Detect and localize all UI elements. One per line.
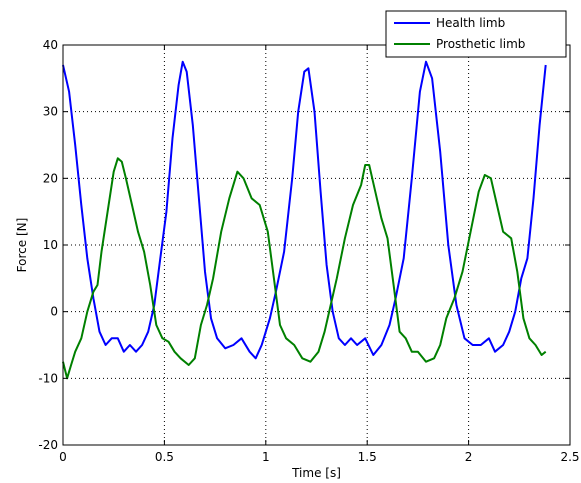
legend: Health limb Prosthetic limb	[385, 10, 567, 58]
legend-label-health-limb: Health limb	[436, 16, 505, 30]
x-tick-label: 2.5	[560, 450, 579, 464]
x-axis-label: Time [s]	[291, 466, 341, 480]
y-tick-label: -10	[38, 371, 58, 385]
x-tick-label: 2	[465, 450, 473, 464]
legend-label-prosthetic-limb: Prosthetic limb	[436, 37, 525, 51]
series-line-prosthetic-limb	[62, 157, 547, 380]
axis-ticks	[62, 44, 571, 446]
y-tick-label: 0	[50, 305, 58, 319]
y-tick-label: 10	[43, 238, 58, 252]
y-tick-label: -20	[38, 438, 58, 452]
legend-box	[385, 10, 567, 58]
x-tick-label: 1.5	[358, 450, 377, 464]
grid-lines	[63, 45, 570, 445]
x-tick-label: 0	[59, 450, 67, 464]
x-tick-label: 1	[262, 450, 270, 464]
x-tick-labels: 0 0.5 1 1.5 2 2.5	[59, 450, 579, 464]
y-axis-label: Force [N]	[15, 218, 29, 273]
y-tick-label: 20	[43, 171, 58, 185]
y-tick-labels: -20 -10 0 10 20 30 40	[38, 38, 58, 452]
series-layer	[62, 60, 547, 380]
series-line-health-limb	[62, 60, 547, 360]
y-tick-label: 40	[43, 38, 58, 52]
y-tick-label: 30	[43, 105, 58, 119]
x-tick-label: 0.5	[155, 450, 174, 464]
